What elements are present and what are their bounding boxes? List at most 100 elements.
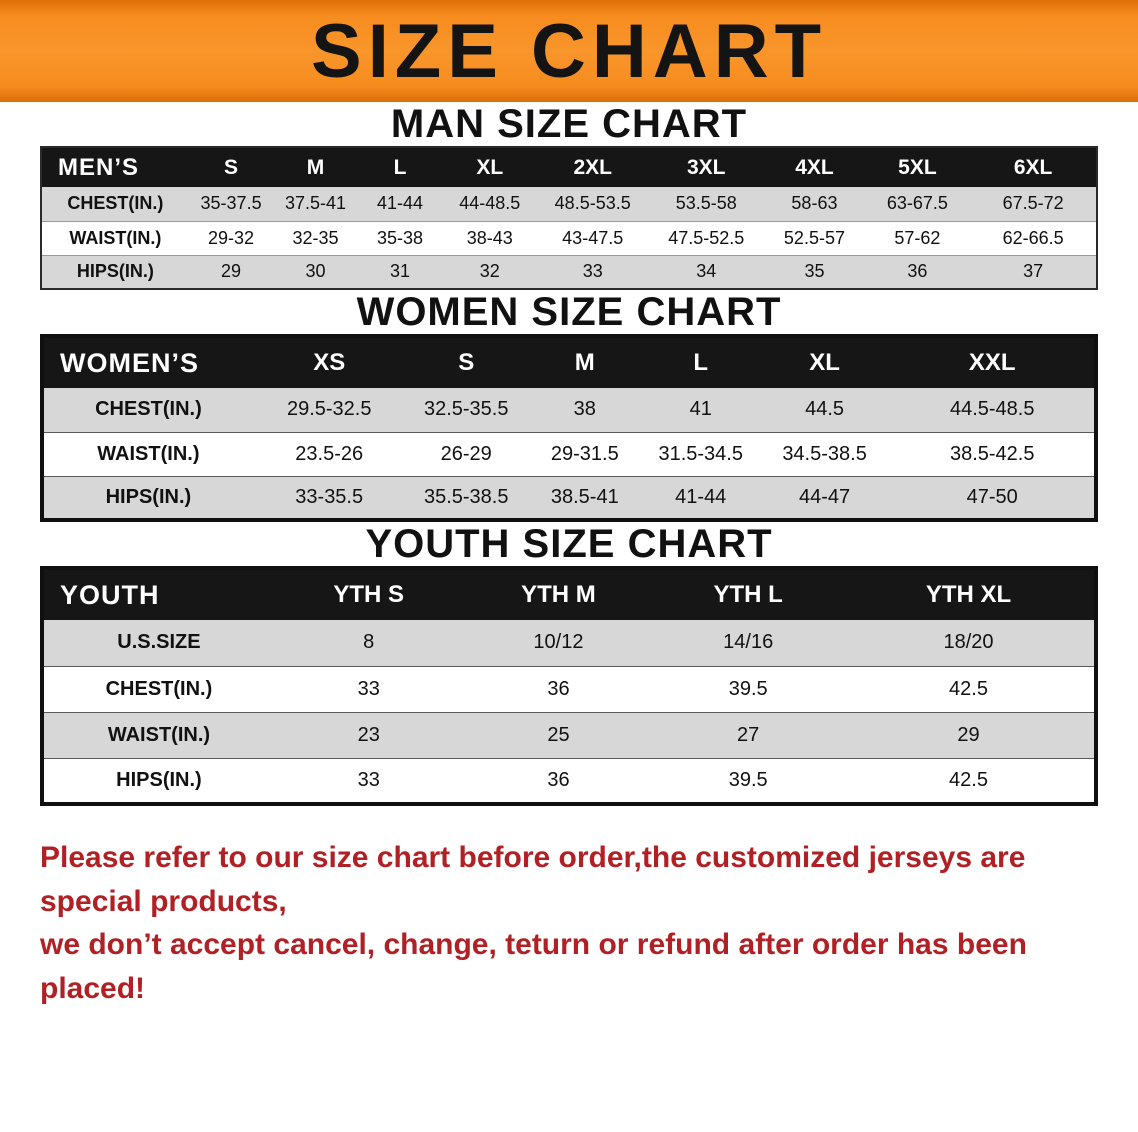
- youth-corner-label: YOUTH: [42, 568, 274, 620]
- column-header: YTH M: [463, 568, 654, 620]
- men-header-row: MEN’S S M L XL 2XL 3XL 4XL 5XL 6XL: [41, 147, 1097, 187]
- table-row: WAIST(IN.) 23.5-26 26-29 29-31.5 31.5-34…: [42, 432, 1096, 476]
- size-cell: 38-43: [442, 221, 538, 255]
- size-cell: 34: [648, 255, 765, 289]
- size-cell: 26-29: [405, 432, 527, 476]
- size-cell: 33-35.5: [252, 476, 406, 520]
- men-corner-label: MEN’S: [41, 147, 189, 187]
- size-cell: 23.5-26: [252, 432, 406, 476]
- column-header: S: [405, 336, 527, 388]
- column-header: XXL: [890, 336, 1096, 388]
- column-header: M: [526, 336, 643, 388]
- size-cell: 43-47.5: [537, 221, 649, 255]
- men-size-table: MEN’S S M L XL 2XL 3XL 4XL 5XL 6XL CHEST…: [40, 146, 1098, 290]
- women-header-row: WOMEN’S XS S M L XL XXL: [42, 336, 1096, 388]
- row-label: HIPS(IN.): [42, 758, 274, 804]
- size-cell: 25: [463, 712, 654, 758]
- table-row: HIPS(IN.) 33-35.5 35.5-38.5 38.5-41 41-4…: [42, 476, 1096, 520]
- size-cell: 38.5-42.5: [890, 432, 1096, 476]
- row-label: U.S.SIZE: [42, 620, 274, 666]
- column-header: 6XL: [970, 147, 1097, 187]
- footer-note: Please refer to our size chart before or…: [40, 836, 1118, 1010]
- size-cell: 33: [537, 255, 649, 289]
- size-cell: 67.5-72: [970, 187, 1097, 221]
- size-chart-page: SIZE CHART MAN SIZE CHART MEN’S S M L XL…: [0, 0, 1138, 1010]
- table-row: HIPS(IN.) 33 36 39.5 42.5: [42, 758, 1096, 804]
- row-label: CHEST(IN.): [42, 388, 253, 432]
- size-cell: 57-62: [864, 221, 971, 255]
- size-cell: 63-67.5: [864, 187, 971, 221]
- size-cell: 48.5-53.5: [537, 187, 649, 221]
- row-label: WAIST(IN.): [41, 221, 189, 255]
- column-header: XL: [442, 147, 538, 187]
- size-cell: 27: [653, 712, 844, 758]
- size-cell: 36: [864, 255, 971, 289]
- column-header: YTH XL: [843, 568, 1096, 620]
- women-corner-label: WOMEN’S: [42, 336, 253, 388]
- column-header: XS: [252, 336, 406, 388]
- size-cell: 38: [526, 388, 643, 432]
- size-cell: 36: [463, 666, 654, 712]
- footer-note-line1: Please refer to our size chart before or…: [40, 841, 1026, 918]
- table-row: CHEST(IN.) 33 36 39.5 42.5: [42, 666, 1096, 712]
- women-size-table: WOMEN’S XS S M L XL XXL CHEST(IN.) 29.5-…: [40, 334, 1098, 522]
- column-header: YTH S: [273, 568, 464, 620]
- column-header: 3XL: [648, 147, 765, 187]
- row-label: HIPS(IN.): [41, 255, 189, 289]
- size-cell: 58-63: [764, 187, 865, 221]
- column-header: 4XL: [764, 147, 865, 187]
- size-cell: 14/16: [653, 620, 844, 666]
- size-cell: 29-31.5: [526, 432, 643, 476]
- size-cell: 33: [273, 758, 464, 804]
- table-row: WAIST(IN.) 29-32 32-35 35-38 38-43 43-47…: [41, 221, 1097, 255]
- size-cell: 33: [273, 666, 464, 712]
- women-chart-heading: WOMEN SIZE CHART: [356, 290, 782, 334]
- row-label: WAIST(IN.): [42, 712, 274, 758]
- row-label: CHEST(IN.): [41, 187, 189, 221]
- size-cell: 41-44: [642, 476, 759, 520]
- column-header: 2XL: [537, 147, 649, 187]
- table-row: WAIST(IN.) 23 25 27 29: [42, 712, 1096, 758]
- size-cell: 29-32: [188, 221, 274, 255]
- size-cell: 29: [843, 712, 1096, 758]
- size-cell: 53.5-58: [648, 187, 765, 221]
- page-title: SIZE CHART: [311, 8, 827, 94]
- size-cell: 42.5: [843, 758, 1096, 804]
- size-cell: 8: [273, 620, 464, 666]
- size-cell: 29.5-32.5: [252, 388, 406, 432]
- column-header: L: [357, 147, 443, 187]
- column-header: L: [642, 336, 759, 388]
- size-cell: 37: [970, 255, 1097, 289]
- column-header: M: [273, 147, 358, 187]
- row-label: CHEST(IN.): [42, 666, 274, 712]
- size-cell: 30: [273, 255, 358, 289]
- men-chart-heading: MAN SIZE CHART: [390, 102, 748, 146]
- size-cell: 39.5: [653, 758, 844, 804]
- size-cell: 44.5-48.5: [890, 388, 1096, 432]
- table-row: CHEST(IN.) 29.5-32.5 32.5-35.5 38 41 44.…: [42, 388, 1096, 432]
- size-cell: 18/20: [843, 620, 1096, 666]
- size-cell: 32-35: [273, 221, 358, 255]
- size-cell: 32: [442, 255, 538, 289]
- size-cell: 44-48.5: [442, 187, 538, 221]
- size-cell: 52.5-57: [764, 221, 865, 255]
- row-label: HIPS(IN.): [42, 476, 253, 520]
- footer-note-line2: we don’t accept cancel, change, teturn o…: [40, 928, 1027, 1005]
- size-cell: 47.5-52.5: [648, 221, 765, 255]
- table-row: U.S.SIZE 8 10/12 14/16 18/20: [42, 620, 1096, 666]
- size-cell: 23: [273, 712, 464, 758]
- size-cell: 44.5: [758, 388, 891, 432]
- size-cell: 35.5-38.5: [405, 476, 527, 520]
- column-header: YTH L: [653, 568, 844, 620]
- table-row: HIPS(IN.) 29 30 31 32 33 34 35 36 37: [41, 255, 1097, 289]
- size-cell: 37.5-41: [273, 187, 358, 221]
- youth-header-row: YOUTH YTH S YTH M YTH L YTH XL: [42, 568, 1096, 620]
- size-cell: 38.5-41: [526, 476, 643, 520]
- size-cell: 35-38: [357, 221, 443, 255]
- size-cell: 35-37.5: [188, 187, 274, 221]
- size-cell: 39.5: [653, 666, 844, 712]
- column-header: XL: [758, 336, 891, 388]
- table-row: CHEST(IN.) 35-37.5 37.5-41 41-44 44-48.5…: [41, 187, 1097, 221]
- youth-chart-heading: YOUTH SIZE CHART: [365, 522, 773, 566]
- column-header: S: [188, 147, 274, 187]
